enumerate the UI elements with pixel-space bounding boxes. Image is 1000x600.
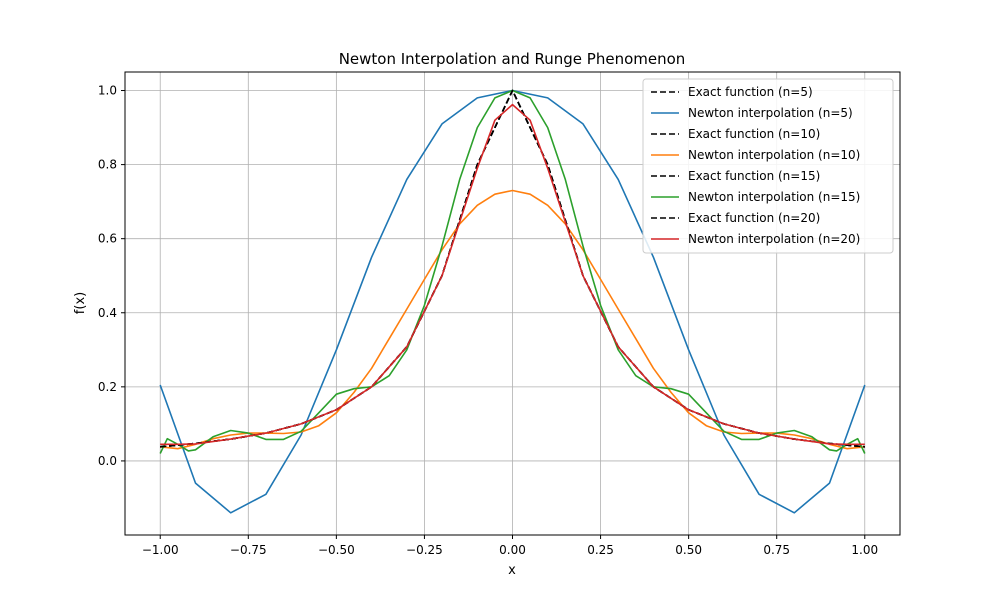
series-line-4 (160, 189, 865, 450)
series-line-8 (160, 103, 865, 446)
legend-label: Exact function (n=10) (688, 127, 820, 141)
ticks: −1.00 −0.75 −0.50 −0.25 0.00 0.25 0.50 0.75 1.00… (98, 84, 878, 557)
legend-label: Newton interpolation (n=15) (688, 190, 860, 204)
y-tick-label: 0.6 (98, 232, 117, 246)
legend-label: Exact function (n=15) (688, 169, 820, 183)
x-axis-label: x (508, 563, 516, 578)
x-tick-label: −0.75 (230, 543, 267, 557)
x-tick-label: 1.00 (851, 543, 878, 557)
x-tick-label: −0.50 (318, 543, 355, 557)
legend-label: Exact function (n=5) (688, 85, 813, 99)
x-tick-label: 0.75 (763, 543, 790, 557)
legend-label: Exact function (n=20) (688, 211, 820, 225)
x-tick-label: 0.25 (587, 543, 614, 557)
legend-label: Newton interpolation (n=5) (688, 106, 853, 120)
y-tick-label: 0.2 (98, 380, 117, 394)
x-tick-label: −0.25 (406, 543, 443, 557)
y-tick-label: 1.0 (98, 84, 117, 98)
y-tick-label: 0.8 (98, 158, 117, 172)
y-axis-label: f(x) (73, 292, 88, 314)
series-lines (159, 89, 866, 514)
x-tick-label: 0.00 (499, 543, 526, 557)
y-tick-label: 0.4 (98, 306, 117, 320)
x-tick-label: 0.50 (675, 543, 702, 557)
legend-box (642, 78, 894, 254)
x-tick-label: −1.00 (142, 543, 179, 557)
chart-title: Newton Interpolation and Runge Phenomeno… (339, 50, 686, 68)
legend-label: Newton interpolation (n=10) (688, 148, 860, 162)
legend: Exact function (n=5) Newton interpolation… (642, 78, 894, 254)
y-tick-label: 0.0 (98, 454, 117, 468)
legend-label: Newton interpolation (n=20) (688, 232, 860, 246)
